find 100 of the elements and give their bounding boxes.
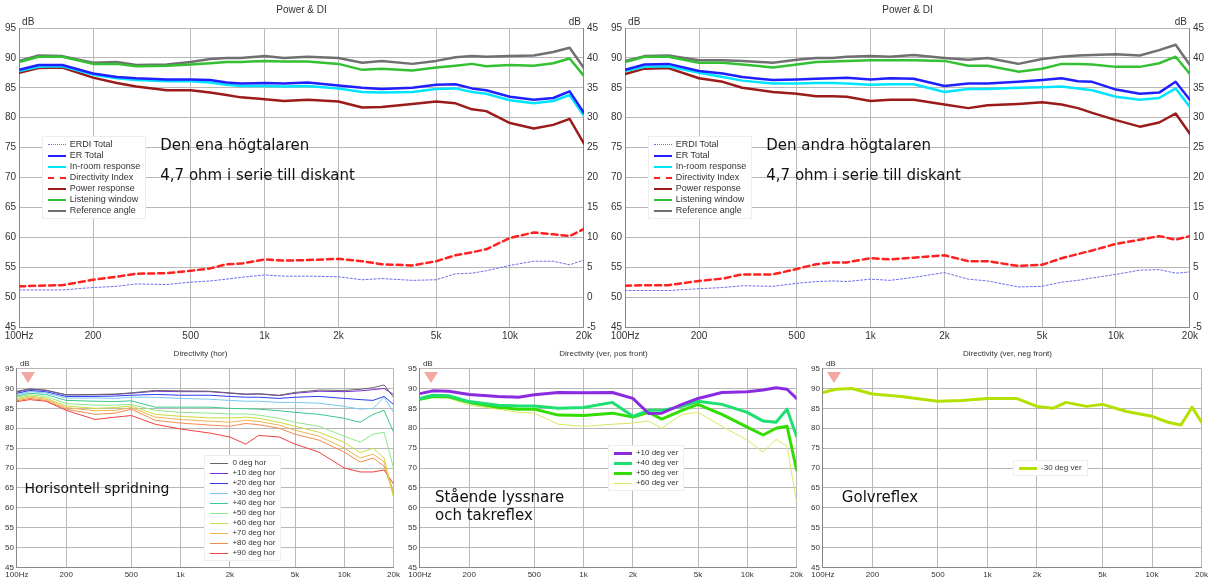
x-tick-label: 10k [1145,570,1160,580]
x-tick-label: 100Hz [5,570,29,580]
y2-tick-label: 5 [1192,260,1199,272]
y-tick-label: 85 [611,81,623,93]
y-tick-label: 55 [4,522,15,532]
x-tick-label: 1k [176,570,186,580]
y-tick-label: 55 [611,260,623,272]
y-tick-label: 50 [810,542,821,552]
y-tick-label: 95 [5,21,17,33]
x-tick-label: 200 [59,570,74,580]
y-tick-label: 65 [5,201,17,213]
x-tick-label: 20k [1181,329,1199,341]
legend-label: +30 deg hor [232,488,276,499]
chart-title: Directivity (ver, neg front) [963,349,1053,358]
x-tick-label: 2k [939,329,951,341]
y-tick-label: 75 [407,443,418,453]
y-tick-label: 80 [5,111,17,123]
y2-tick-label: 10 [586,231,599,243]
x-tick-label: 5k [290,570,301,580]
y-tick-label: 90 [810,383,821,393]
x-tick-label: 1k [259,329,271,341]
legend-label: ER Total [675,150,710,161]
y2-tick-label: 20 [1192,171,1205,183]
x-tick-label: 200 [84,329,102,341]
y2-axis-title: dB [1174,15,1188,27]
annotation: 4,7 ohm i serie till diskant [160,165,355,184]
y-tick-label: 65 [407,483,418,493]
y-tick-label: 90 [5,51,17,63]
x-tick-label: 2k [333,329,345,341]
legend-label: +80 deg hor [232,538,276,549]
legend-label: +60 deg ver [635,478,679,488]
legend-label: +10 deg ver [635,448,679,458]
x-tick-label: 100Hz [408,570,432,580]
y-tick-label: 90 [611,51,623,63]
legend-label: Reference angle [675,205,742,216]
y2-tick-label: 10 [1192,231,1205,243]
y-tick-label: 65 [611,201,623,213]
y-tick-label: 60 [611,231,623,243]
legend-label: 0 deg hor [232,458,267,469]
y-tick-label: 95 [810,363,821,373]
x-tick-label: 1k [865,329,877,341]
legend-label: ERDI Total [675,139,719,150]
y2-tick-label: 30 [1192,111,1205,123]
y-tick-label: 60 [810,502,821,512]
y-tick-label: 60 [5,231,17,243]
legend-label: +70 deg hor [232,528,276,539]
legend-label: Reference angle [69,205,136,216]
y-tick-label: 45 [5,320,17,332]
y-tick-label: 45 [407,562,418,572]
y-tick-label: 60 [407,502,418,512]
chart-title: Power & DI [882,3,933,15]
y-tick-label: 90 [4,383,15,393]
legend-label: +50 deg ver [635,468,679,478]
legend-label: +60 deg hor [232,518,276,529]
x-tick-label: 20k [790,570,804,580]
y-tick-label: 55 [5,260,17,272]
legend-label: In-room response [675,161,747,172]
chart-title: Power & DI [276,3,327,15]
y-tick-label: 60 [4,502,15,512]
y-tick-label: 55 [810,522,821,532]
y-tick-label: 85 [4,403,15,413]
y-tick-label: 65 [4,483,15,493]
y2-tick-label: 0 [1192,290,1199,302]
y-tick-label: 95 [407,363,418,373]
annotation: Stående lyssnare och takreflex [434,487,566,524]
legend-label: -30 deg ver [1041,463,1082,473]
y-tick-label: 75 [4,443,15,453]
y-tick-label: 50 [611,290,623,302]
legend-label: +10 deg hor [232,468,276,479]
y-tick-label: 45 [4,562,15,572]
x-tick-label: 500 [124,570,139,580]
y2-tick-label: 45 [586,21,599,33]
x-tick-label: 20k [575,329,593,341]
x-tick-label: 200 [865,570,880,580]
legend-label: Power response [69,183,135,194]
y2-tick-label: 40 [586,51,599,63]
x-tick-label: 2k [225,570,236,580]
x-tick-label: 100Hz [610,329,640,341]
y-tick-label: 70 [407,463,418,473]
x-tick-label: 100Hz [4,329,34,341]
y-tick-label: 55 [407,522,418,532]
y2-tick-label: -5 [1192,320,1203,332]
y-tick-label: 75 [810,443,821,453]
legend-label: +50 deg hor [232,508,276,519]
y-tick-label: 50 [407,542,418,552]
y2-tick-label: 5 [586,260,593,272]
y-axis-title: dB [825,358,836,368]
y-tick-label: 95 [4,363,15,373]
annotation: Den andra högtalaren [766,135,932,154]
y-axis-title: dB [422,358,433,368]
x-tick-label: 1k [983,570,993,580]
y-tick-label: 45 [810,562,821,572]
y2-tick-label: -5 [586,320,597,332]
x-tick-label: 20k [1195,570,1209,580]
annotation: 4,7 ohm i serie till diskant [766,165,961,184]
x-tick-label: 5k [430,329,443,341]
y2-tick-label: 0 [586,290,593,302]
y-axis-title: dB [22,15,35,27]
x-tick-label: 500 [182,329,200,341]
y-tick-label: 65 [810,483,821,493]
